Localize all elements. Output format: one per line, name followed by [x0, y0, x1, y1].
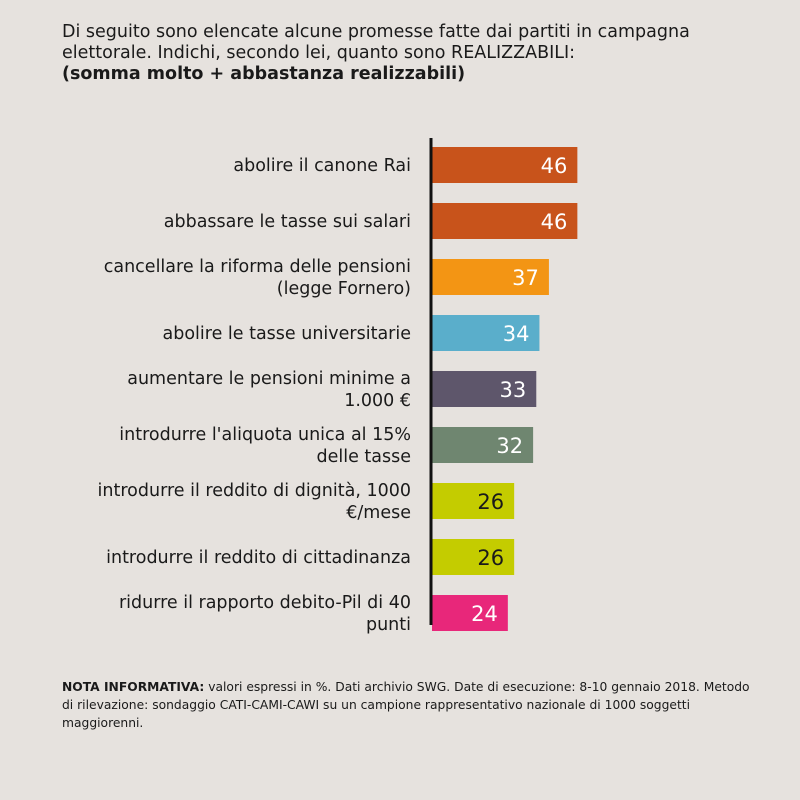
- bar-value-label-4: 34: [503, 322, 530, 346]
- bar-2: [432, 203, 578, 239]
- category-label-7-line-2: €/mese: [346, 503, 411, 523]
- category-label-9-line-2: punti: [366, 615, 411, 635]
- bar-7: [432, 483, 515, 519]
- bar-6: [432, 427, 534, 463]
- footnote-label: NOTA INFORMATIVA:: [62, 680, 205, 694]
- bar-value-label-3: 37: [512, 266, 539, 290]
- bar-value-label-9: 24: [471, 602, 498, 626]
- category-label-2: abbassare le tasse sui salari: [164, 212, 411, 232]
- bar-8: [432, 539, 515, 575]
- bar-value-label-6: 32: [496, 434, 523, 458]
- bar-3: [432, 259, 549, 295]
- category-label-5-line-1: aumentare le pensioni minime a: [127, 369, 411, 389]
- bar-value-label-8: 26: [477, 546, 504, 570]
- category-label-1: abolire il canone Rai: [233, 156, 411, 176]
- category-label-8: introdurre il reddito di cittadinanza: [106, 548, 411, 568]
- bar-value-label-2: 46: [541, 210, 568, 234]
- bar-value-label-5: 33: [500, 378, 527, 402]
- chart-subtitle: (somma molto + abbastanza realizzabili): [62, 64, 466, 84]
- bar-9: [432, 595, 508, 631]
- category-label-7-line-1: introdurre il reddito di dignità, 1000: [98, 481, 411, 501]
- category-label-3-line-1: cancellare la riforma delle pensioni: [104, 257, 411, 277]
- category-label-4: abolire le tasse universitarie: [163, 324, 412, 344]
- bar-1: [432, 147, 578, 183]
- bars-group: 46 abolire il canone Rai 46 abbassare le ta…: [98, 147, 578, 635]
- footnote-text: valori espressi in %. Dati archivio SWG.…: [62, 680, 750, 730]
- chart-header: Di seguito sono elencate alcune promesse…: [62, 22, 762, 85]
- bar-value-label-1: 46: [541, 154, 568, 178]
- category-label-6-line-1: introdurre l'aliquota unica al 15%: [119, 425, 411, 445]
- bar-4: [432, 315, 540, 351]
- chart-question: Di seguito sono elencate alcune promesse…: [62, 22, 690, 63]
- footnote: NOTA INFORMATIVA: valori espressi in %. …: [62, 678, 762, 732]
- category-label-3-line-2: (legge Fornero): [277, 279, 411, 299]
- category-label-6-line-2: delle tasse: [316, 447, 411, 467]
- bar-value-label-7: 26: [477, 490, 504, 514]
- category-label-9-line-1: ridurre il rapporto debito-Pil di 40: [119, 593, 411, 613]
- category-label-5-line-2: 1.000 €: [344, 391, 411, 411]
- bar-5: [432, 371, 537, 407]
